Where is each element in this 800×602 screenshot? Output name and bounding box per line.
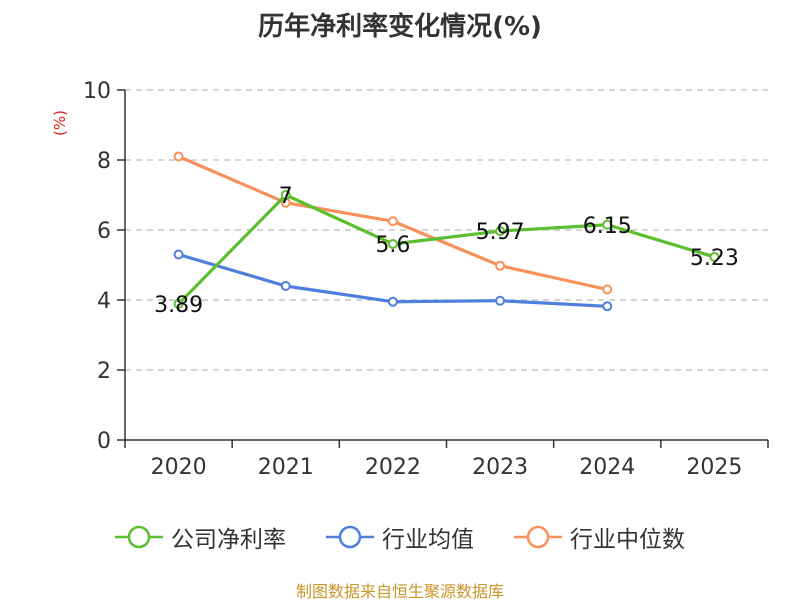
- point-company-2022: [387, 239, 398, 249]
- x-tick-label-2020: 2020: [151, 455, 207, 480]
- point-company-2021: [280, 190, 291, 200]
- data-label-company-2023: 5.97: [476, 220, 525, 245]
- legend-marker-industry-median: [514, 525, 562, 549]
- x-tick-label-2023: 2023: [472, 455, 528, 480]
- y-tick-label-10: 10: [83, 79, 111, 104]
- data-label-company-2024: 6.15: [583, 214, 632, 239]
- data-label-company-2025: 5.23: [690, 246, 739, 271]
- x-tick-label-2025: 2025: [686, 455, 742, 480]
- legend-marker-company: [115, 525, 163, 549]
- legend-label-company: 公司净利率: [171, 527, 286, 553]
- x-tick-label-2022: 2022: [365, 455, 421, 480]
- point-company-2025: [709, 251, 720, 262]
- legend-item-industry-median[interactable]: 行业中位数: [514, 520, 685, 554]
- point-industry_avg-2023: [495, 295, 506, 306]
- y-tick-label-0: 0: [97, 429, 111, 454]
- point-industry_median-2024: [602, 284, 613, 295]
- series-line-company: [177, 193, 715, 305]
- data-source-note: 制图数据来自恒生聚源数据库: [295, 582, 504, 601]
- y-tick-label-2: 2: [97, 359, 111, 384]
- point-industry_avg-2022: [387, 296, 398, 307]
- x-tick-label-2024: 2024: [579, 455, 635, 480]
- x-tick-label-2021: 2021: [258, 455, 314, 480]
- point-industry_avg-2021: [280, 281, 291, 291]
- data-label-company-2021: 7: [279, 184, 293, 209]
- point-company-2023: [495, 226, 506, 237]
- legend-label-industry-avg: 行业均值: [382, 527, 474, 553]
- point-industry_median-2023: [495, 260, 506, 271]
- legend-label-industry-median: 行业中位数: [570, 527, 685, 553]
- y-tick-label-8: 8: [97, 149, 111, 174]
- data-label-company-2022: 5.6: [375, 233, 410, 258]
- y-tick-label-4: 4: [97, 289, 111, 314]
- point-industry_median-2022: [387, 216, 398, 227]
- point-company-2024: [602, 219, 613, 230]
- legend-marker-industry-avg: [326, 525, 374, 549]
- point-industry_avg-2024: [602, 301, 613, 312]
- legend-item-company[interactable]: 公司净利率: [115, 520, 286, 554]
- legend: 公司净利率 行业均值 行业中位数: [0, 520, 800, 554]
- chart-title: 历年净利率变化情况(%): [258, 12, 542, 42]
- point-industry_avg-2020: [173, 249, 184, 260]
- point-industry_median-2020: [173, 151, 184, 162]
- legend-item-industry-avg[interactable]: 行业均值: [326, 520, 474, 554]
- data-label-company-2020: 3.89: [154, 293, 203, 318]
- point-company-2020: [173, 298, 184, 309]
- y-tick-label-6: 6: [97, 219, 111, 244]
